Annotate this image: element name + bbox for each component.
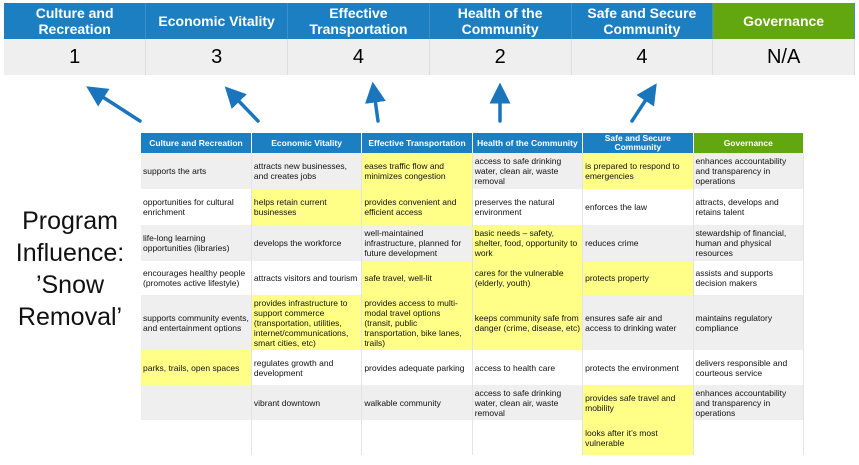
arrow-culture (86, 86, 142, 123)
grid-cell: walkable community (361, 385, 473, 420)
label-line: Program (22, 207, 118, 235)
grid-cell: vibrant downtown (251, 385, 363, 420)
table-row: life-long learning opportunities (librar… (141, 225, 805, 261)
grid-cell: reduces crime (582, 225, 694, 261)
grid-cell: attracts visitors and tourism (251, 261, 363, 295)
grid-cell: maintains regulatory compliance (693, 295, 805, 350)
grid-cell: provides infrastructure to support comme… (251, 295, 363, 350)
grid-cell: eases traffic flow and minimizes congest… (361, 153, 473, 189)
grid-header: Effective Transportation (361, 133, 473, 153)
grid-cell: supports community events, and entertain… (141, 295, 252, 350)
category-score: 3 (145, 39, 288, 75)
arrow-transport (365, 81, 386, 123)
category-header: Economic Vitality (145, 3, 288, 39)
grid-cell: provides access to multi-modal travel op… (361, 295, 473, 350)
grid-cell: provides safe travel and mobility (582, 385, 694, 420)
grid-cell: access to safe drinking water, clean air… (472, 385, 584, 420)
grid-cell (141, 420, 252, 455)
grid-cell: regulates growth and development (251, 350, 363, 385)
grid-cell: enhances accountability and transparency… (693, 153, 805, 189)
grid-cell: attracts new businesses, and creates job… (251, 153, 363, 189)
table-row: encourages healthy people (promotes acti… (141, 261, 805, 295)
grid-cell: looks after it’s most vulnerable (582, 420, 694, 455)
grid-cell: develops the workforce (251, 225, 363, 261)
grid-cell: safe travel, well-lit (361, 261, 473, 295)
arrow-economic (224, 86, 260, 123)
score-table: Culture and Recreation Economic Vitality E… (4, 3, 855, 75)
grid-cell (361, 420, 473, 455)
grid-cell: delivers responsible and courteous servi… (693, 350, 805, 385)
grid-cell: ensures safe air and access to drinking … (582, 295, 694, 350)
grid-cell: enhances accountability and transparency… (693, 385, 805, 420)
table-row: looks after it’s most vulnerable (141, 420, 805, 455)
table-row: supports the arts attracts new businesses… (141, 153, 805, 189)
grid-cell: keeps community safe from danger (crime,… (472, 295, 584, 350)
grid-cell: protects property (582, 261, 694, 295)
grid-cell: cares for the vulnerable (elderly, youth… (472, 261, 584, 295)
label-line: Influence: (15, 239, 125, 267)
category-header: Safe and Secure Community (571, 3, 714, 39)
grid-cell: enforces the law (582, 189, 694, 225)
table-row: opportunities for cultural enrichment hel… (141, 189, 805, 225)
category-score: 2 (429, 39, 572, 75)
grid-header: Economic Vitality (251, 133, 363, 153)
grid-cell: preserves the natural environment (472, 189, 584, 225)
grid-header: Health of the Community (472, 133, 584, 153)
category-header: Culture and Recreation (4, 3, 147, 39)
grid-cell: attracts, develops and retains talent (693, 189, 805, 225)
category-header: Effective Transportation (287, 3, 430, 39)
table-row: supports community events, and entertain… (141, 295, 805, 350)
grid-cell: provides adequate parking (361, 350, 473, 385)
category-header: Health of the Community (429, 3, 572, 39)
grid-cell: access to safe drinking water, clean air… (472, 153, 584, 189)
table-row: parks, trails, open spaces regulates grow… (141, 350, 805, 385)
category-score: 4 (287, 39, 430, 75)
label-line: ’Snow (35, 271, 105, 299)
category-score: N/A (712, 39, 855, 75)
grid-cell: protects the environment (582, 350, 694, 385)
grid-cell: helps retain current businesses (251, 189, 363, 225)
grid-cell: access to health care (472, 350, 584, 385)
grid-cell (251, 420, 363, 455)
grid-header: Governance (693, 133, 805, 153)
arrow-safe (630, 83, 657, 123)
category-score: 1 (4, 39, 147, 75)
table-row: vibrant downtown walkable community access… (141, 385, 805, 420)
grid-cell: basic needs – safety, shelter, food, opp… (472, 225, 584, 261)
grid-cell: supports the arts (141, 153, 252, 189)
label-line: Removal’ (17, 303, 123, 331)
category-header: Governance (712, 3, 855, 39)
grid-cell: parks, trails, open spaces (141, 350, 252, 385)
grid-cell (472, 420, 584, 455)
grid-cell: well-maintained infrastructure, planned … (361, 225, 473, 261)
program-influence-label: Program Influence: ’Snow Removal’ (0, 205, 140, 333)
grid-header: Safe and Secure Community (582, 133, 694, 153)
influence-grid: Culture and Recreation Economic Vitality E… (141, 133, 805, 455)
grid-cell (141, 385, 252, 420)
grid-cell: encourages healthy people (promotes acti… (141, 261, 252, 295)
grid-header: Culture and Recreation (141, 133, 252, 153)
grid-cell: opportunities for cultural enrichment (141, 189, 252, 225)
grid-cell: life-long learning opportunities (librar… (141, 225, 252, 261)
grid-cell: is prepared to respond to emergencies (582, 153, 694, 189)
grid-cell: stewardship of financial, human and phys… (693, 225, 805, 261)
category-score: 4 (571, 39, 714, 75)
grid-cell: assists and supports decision makers (693, 261, 805, 295)
grid-cell: provides convenient and efficient access (361, 189, 473, 225)
grid-cell (693, 420, 805, 455)
